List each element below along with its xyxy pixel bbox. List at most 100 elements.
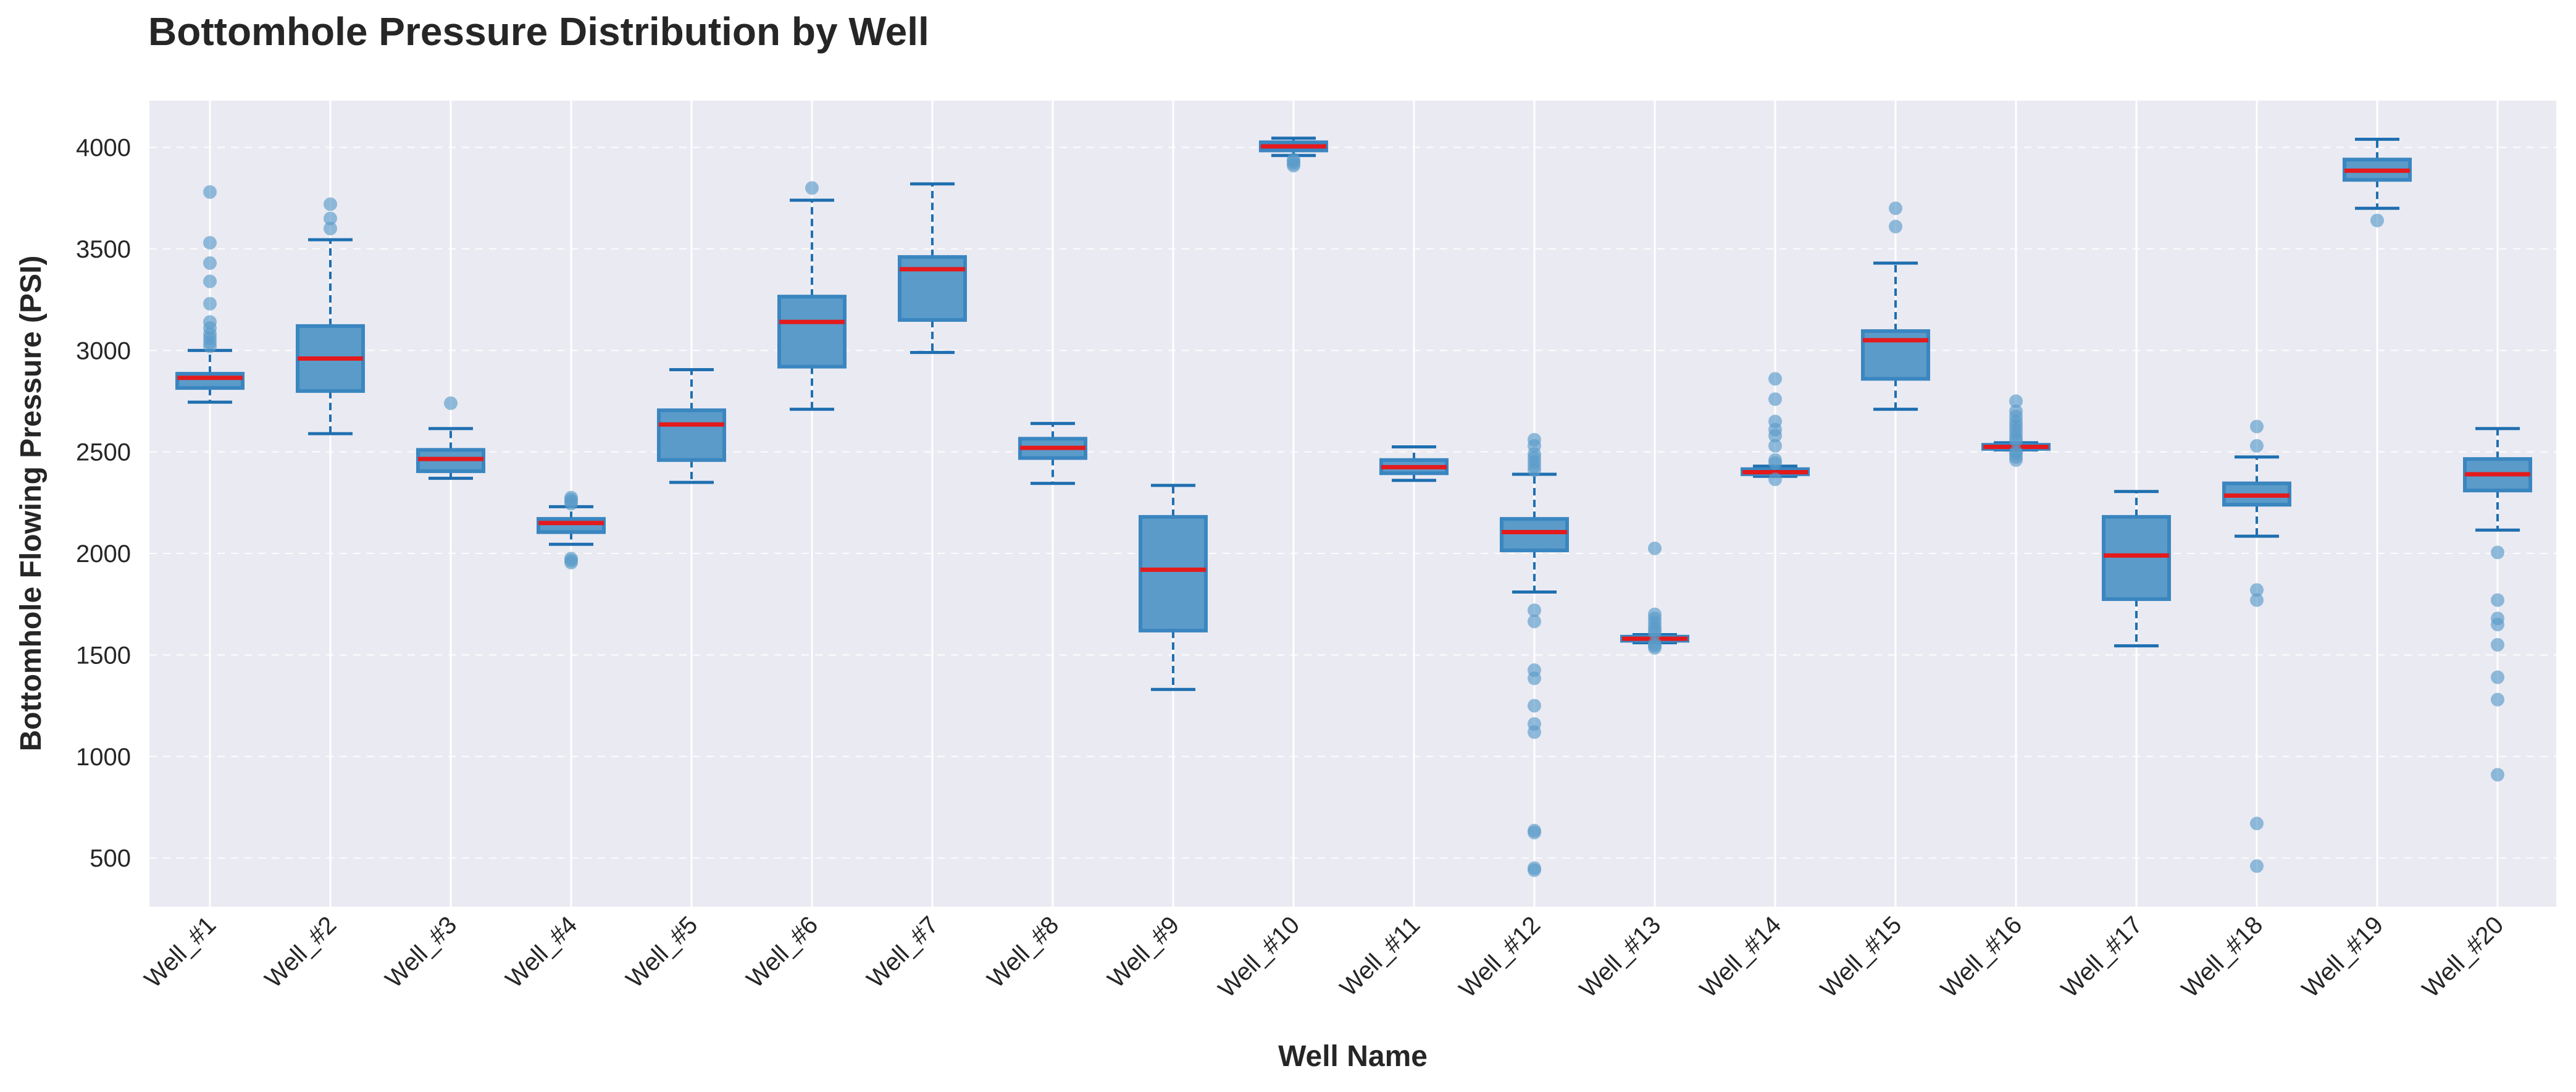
outlier-point xyxy=(1768,414,1782,429)
box-Well_#20 xyxy=(2463,427,2532,782)
box-Well_#2 xyxy=(296,197,365,435)
outlier-point xyxy=(1648,637,1662,651)
outlier-point xyxy=(1528,432,1541,447)
outlier-point xyxy=(2250,593,2264,607)
x-axis: Well_#1 Well_#2 Well_#3 Well_#4 Well_#5 Well_… xyxy=(140,911,2509,1003)
box-Well_#17 xyxy=(2102,490,2171,648)
outlier-point xyxy=(1768,453,1782,467)
box-iqr xyxy=(2102,514,2171,601)
x-tick-label: Well_#12 xyxy=(1454,911,1546,1003)
outlier-point xyxy=(2491,637,2504,652)
box-Well_#8 xyxy=(1018,422,1087,485)
outlier-point xyxy=(1768,439,1782,453)
box-series xyxy=(175,136,2532,877)
box-Well_#9 xyxy=(1139,484,1208,691)
outlier-point xyxy=(444,396,458,410)
outlier-point xyxy=(1528,603,1541,618)
box-Well_#3 xyxy=(416,396,485,480)
outlier-point xyxy=(2250,439,2264,453)
x-tick-label: Well_#16 xyxy=(1936,911,2028,1003)
box-Well_#11 xyxy=(1379,445,1449,482)
outlier-point xyxy=(203,185,217,199)
outlier-point xyxy=(1528,615,1541,629)
x-tick-label: Well_#10 xyxy=(1213,911,1305,1003)
y-tick-label: 3000 xyxy=(76,337,131,364)
x-tick-label: Well_#20 xyxy=(2417,911,2509,1003)
x-tick-label: Well_#13 xyxy=(1574,911,1666,1003)
y-tick-label: 4000 xyxy=(76,135,131,162)
outlier-point xyxy=(2491,670,2504,684)
box-Well_#6 xyxy=(777,181,847,411)
x-tick-label: Well_#5 xyxy=(621,911,703,993)
box-iqr xyxy=(657,408,726,462)
outlier-point xyxy=(2491,692,2504,707)
outlier-point xyxy=(564,552,578,566)
y-axis-label: Bottomhole Flowing Pressure (PSI) xyxy=(15,256,48,752)
x-tick-label: Well_#11 xyxy=(1335,911,1425,1001)
x-tick-label: Well_#3 xyxy=(380,911,462,993)
x-tick-label: Well_#19 xyxy=(2297,911,2389,1003)
outlier-point xyxy=(203,256,217,270)
outlier-point xyxy=(203,274,217,288)
outlier-point xyxy=(1528,663,1541,678)
x-tick-label: Well_#18 xyxy=(2177,911,2269,1003)
y-tick-label: 1500 xyxy=(76,642,131,669)
box-Well_#14 xyxy=(1741,372,1810,487)
outlier-point xyxy=(1889,219,1902,233)
box-Well_#4 xyxy=(537,490,606,569)
plot-area xyxy=(149,101,2556,907)
x-tick-label: Well_#17 xyxy=(2056,911,2148,1003)
x-tick-label: Well_#4 xyxy=(501,911,583,993)
y-tick-label: 2000 xyxy=(76,540,131,568)
outlier-point xyxy=(1768,372,1782,386)
chart-title: Bottomhole Pressure Distribution by Well xyxy=(148,9,929,54)
outlier-point xyxy=(2370,213,2384,227)
box-Well_#7 xyxy=(898,182,967,355)
outlier-point xyxy=(324,197,337,211)
box-Well_#18 xyxy=(2222,419,2291,873)
outlier-point xyxy=(2491,545,2504,560)
y-axis: 500 1000 1500 2000 2500 3000 3500 4000 xyxy=(76,135,131,873)
outlier-point xyxy=(1648,607,1662,621)
box-Well_#5 xyxy=(657,368,726,484)
outlier-point xyxy=(1648,541,1662,555)
x-tick-label: Well_#15 xyxy=(1815,911,1907,1003)
outlier-point xyxy=(2491,611,2504,626)
outlier-point xyxy=(2250,583,2264,597)
x-tick-label: Well_#2 xyxy=(260,911,342,993)
outlier-point xyxy=(564,490,578,505)
outlier-point xyxy=(1528,717,1541,731)
x-tick-label: Well_#8 xyxy=(982,911,1064,993)
y-tick-label: 3500 xyxy=(76,236,131,263)
outlier-point xyxy=(1528,699,1541,713)
x-axis-label: Well Name xyxy=(1278,1040,1428,1073)
box-iqr xyxy=(777,295,847,369)
box-iqr xyxy=(1500,517,1569,553)
box-iqr xyxy=(898,255,967,322)
outlier-point xyxy=(203,296,217,311)
outlier-point xyxy=(1768,392,1782,406)
x-tick-label: Well_#6 xyxy=(742,911,824,993)
x-tick-label: Well_#9 xyxy=(1103,911,1185,993)
y-tick-label: 500 xyxy=(90,845,131,872)
box-Well_#12 xyxy=(1500,432,1569,877)
x-tick-label: Well_#7 xyxy=(862,911,944,993)
box-Well_#13 xyxy=(1620,541,1689,655)
outlier-point xyxy=(2491,593,2504,607)
box-Well_#16 xyxy=(1981,394,2051,467)
outlier-point xyxy=(2009,404,2023,418)
outlier-point xyxy=(805,181,819,195)
box-Well_#15 xyxy=(1861,201,1930,411)
outlier-point xyxy=(1528,861,1541,875)
outlier-point xyxy=(2009,445,2023,459)
outlier-point xyxy=(203,315,217,329)
y-tick-label: 1000 xyxy=(76,744,131,771)
y-tick-label: 2500 xyxy=(76,439,131,466)
outlier-point xyxy=(203,236,217,250)
x-tick-label: Well_#1 xyxy=(140,911,222,993)
box-iqr xyxy=(1139,514,1208,632)
outlier-point xyxy=(1528,823,1541,838)
box-Well_#10 xyxy=(1259,136,1328,173)
outlier-point xyxy=(324,222,337,236)
outlier-point xyxy=(2491,768,2504,782)
